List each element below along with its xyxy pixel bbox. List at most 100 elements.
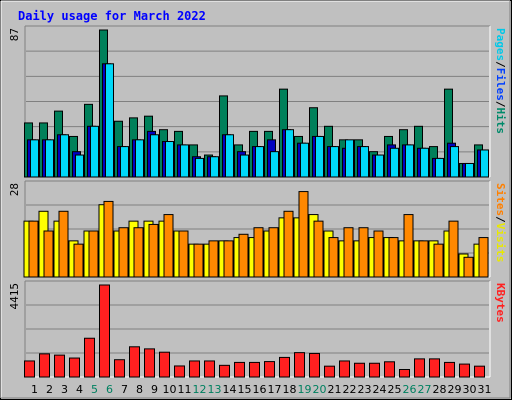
bar-kbytes-22 — [339, 360, 350, 378]
x-tick-label-21: 21 — [328, 383, 342, 396]
bar-pages-1 — [30, 139, 39, 178]
chart-panel-1: 87 Pages/Files/Hits — [8, 25, 507, 178]
bar-pages-19 — [300, 142, 309, 178]
bar-sites-22 — [343, 227, 354, 278]
legend-part: Visits — [494, 223, 507, 263]
bar-sites-2 — [43, 230, 54, 278]
x-tick-label-1: 1 — [31, 383, 38, 396]
bar-pages-6 — [105, 63, 114, 178]
legend-part: Files — [494, 68, 507, 101]
bar-pages-17 — [270, 151, 279, 178]
bar-sites-5 — [88, 230, 99, 278]
bar-kbytes-1 — [24, 360, 35, 378]
x-tick-label-7: 7 — [121, 383, 128, 396]
x-tick-label-2: 2 — [46, 383, 53, 396]
bar-kbytes-10 — [159, 351, 170, 378]
bar-kbytes-7 — [114, 359, 125, 378]
bar-sites-9 — [148, 223, 159, 278]
bar-kbytes-3 — [54, 354, 65, 378]
bar-sites-28 — [433, 243, 444, 278]
x-tick-label-3: 3 — [61, 383, 68, 396]
bar-kbytes-12 — [189, 360, 200, 378]
bar-kbytes-17 — [264, 361, 275, 378]
bar-kbytes-5 — [84, 337, 95, 378]
y-max-label: 87 — [8, 28, 21, 41]
series-sites — [28, 191, 489, 278]
y-max-label: 28 — [8, 183, 21, 196]
legend-part: KBytes — [494, 283, 507, 323]
bar-sites-19 — [298, 191, 309, 278]
bar-sites-21 — [328, 237, 339, 278]
bar-sites-13 — [208, 240, 219, 278]
bar-kbytes-23 — [354, 362, 365, 378]
bar-sites-23 — [358, 227, 369, 278]
y-axis-legend-label: KBytes — [494, 283, 507, 323]
bar-sites-14 — [223, 240, 234, 278]
bar-pages-4 — [75, 154, 84, 178]
bar-pages-31 — [480, 149, 489, 178]
bar-pages-14 — [225, 134, 234, 178]
bar-kbytes-18 — [279, 356, 290, 378]
bar-sites-7 — [118, 227, 129, 278]
bar-sites-25 — [388, 237, 399, 278]
x-tick-label-13: 13 — [208, 383, 222, 396]
bar-sites-12 — [193, 243, 204, 278]
bar-pages-3 — [60, 134, 69, 178]
bar-pages-10 — [165, 141, 174, 178]
x-tick-label-27: 27 — [418, 383, 432, 396]
bar-sites-4 — [73, 243, 84, 278]
bar-pages-27 — [420, 147, 429, 178]
bar-sites-16 — [253, 227, 264, 278]
bar-kbytes-30 — [459, 363, 470, 378]
bar-pages-7 — [120, 146, 129, 178]
bar-sites-10 — [163, 214, 174, 278]
bar-kbytes-25 — [384, 361, 395, 378]
bar-sites-15 — [238, 233, 249, 278]
bar-sites-11 — [178, 230, 189, 278]
x-tick-label-15: 15 — [238, 383, 252, 396]
x-tick-label-14: 14 — [223, 383, 237, 396]
bar-sites-3 — [58, 210, 69, 278]
x-tick-label-18: 18 — [283, 383, 297, 396]
bar-pages-9 — [150, 134, 159, 178]
x-tick-label-9: 9 — [151, 383, 158, 396]
bar-pages-22 — [345, 139, 354, 178]
x-tick-label-11: 11 — [178, 383, 192, 396]
bar-kbytes-13 — [204, 360, 215, 378]
bar-kbytes-21 — [324, 365, 335, 378]
bar-pages-8 — [135, 139, 144, 178]
x-tick-label-31: 31 — [478, 383, 492, 396]
legend-part: Pages — [494, 28, 507, 61]
x-tick-label-5: 5 — [91, 383, 98, 396]
x-tick-label-10: 10 — [163, 383, 177, 396]
bar-pages-21 — [330, 146, 339, 178]
legend-part: / — [494, 61, 507, 68]
series-pages — [30, 63, 489, 178]
bar-sites-29 — [448, 220, 459, 278]
bar-sites-24 — [373, 230, 384, 278]
x-tick-label-30: 30 — [463, 383, 477, 396]
x-tick-label-29: 29 — [448, 383, 462, 396]
bar-kbytes-15 — [234, 361, 245, 378]
bar-kbytes-31 — [474, 365, 485, 378]
bar-kbytes-29 — [444, 361, 455, 378]
bar-kbytes-26 — [399, 368, 410, 378]
bar-sites-26 — [403, 214, 414, 278]
bar-pages-5 — [90, 125, 99, 178]
x-tick-label-22: 22 — [343, 383, 357, 396]
bar-kbytes-11 — [174, 365, 185, 378]
series-kbytes — [24, 284, 485, 378]
bar-pages-12 — [195, 157, 204, 178]
x-tick-label-24: 24 — [373, 383, 387, 396]
bar-kbytes-4 — [69, 357, 80, 378]
x-tick-label-4: 4 — [76, 383, 83, 396]
x-tick-label-16: 16 — [253, 383, 267, 396]
bar-pages-29 — [450, 146, 459, 178]
x-tick-label-25: 25 — [388, 383, 402, 396]
bar-sites-17 — [268, 227, 279, 278]
bar-sites-30 — [463, 256, 474, 278]
x-axis-labels: 1 2 3 4 5 6 7 8 9 10 11 12 13 14 15 16 17 18 19 20 21 22 23 24 2… — [31, 383, 492, 396]
bar-kbytes-8 — [129, 346, 140, 378]
legend-part: Sites — [494, 183, 507, 216]
